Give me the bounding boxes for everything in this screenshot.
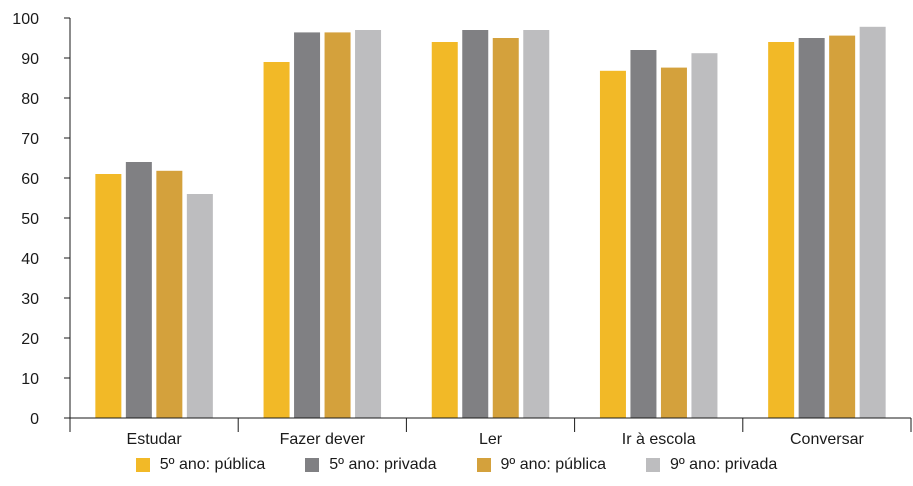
bar-ir-a-escola-5-ano-publica (599, 70, 626, 419)
bar-fazer-dever-5-ano-privada (294, 32, 321, 419)
y-tick-label-100: 100 (12, 11, 39, 28)
bar-fazer-dever-5-ano-publica (263, 62, 290, 418)
y-tick-label-20: 20 (21, 331, 39, 348)
legend-item-9-publica: 9º ano: pública (476, 456, 606, 474)
bar-ler-5-ano-privada (462, 30, 489, 418)
y-tick-label-80: 80 (21, 91, 39, 108)
legend-swatch-9-publica (476, 458, 491, 472)
y-tick-label-60: 60 (21, 171, 39, 188)
legend-label-5-publica: 5º ano: pública (159, 456, 266, 473)
bar-ler-9-ano-publica (492, 38, 519, 418)
bar-conversar-9-ano-privada (859, 26, 886, 419)
x-label-estudar: Estudar (127, 431, 183, 448)
y-tick-label-0: 0 (30, 411, 39, 428)
bar-ir-a-escola-9-ano-publica (660, 67, 687, 418)
bar-ler-5-ano-publica (431, 42, 458, 418)
x-label-conversar: Conversar (790, 431, 864, 448)
legend-label-9-privada: 9º ano: privada (669, 456, 778, 473)
legend: 5º ano: pública 5º ano: privada 9º ano: … (0, 456, 913, 474)
bar-chart: 0 10 20 30 40 50 60 70 80 90 100 Estudar Fazer deve… (12, 11, 912, 448)
x-label-ir-a-escola: Ir à escola (622, 431, 696, 448)
legend-item-5-privada: 5º ano: privada (305, 456, 437, 474)
y-tick-label-70: 70 (21, 131, 39, 148)
y-tick-label-30: 30 (21, 291, 39, 308)
bar-ir-a-escola-5-ano-privada (630, 50, 657, 418)
bar-conversar-9-ano-publica (829, 35, 856, 418)
bar-conversar-5-ano-publica (768, 42, 795, 418)
y-tick-label-40: 40 (21, 251, 39, 268)
bar-estudar-9-ano-publica (156, 170, 183, 418)
legend-item-5-publica: 5º ano: pública (135, 456, 266, 474)
legend-swatch-5-privada (305, 458, 320, 472)
x-label-fazer-dever: Fazer dever (280, 431, 366, 448)
bar-estudar-5-ano-privada (125, 162, 152, 418)
y-tick-label-90: 90 (21, 51, 39, 68)
y-tick-label-10: 10 (21, 371, 39, 388)
bar-fazer-dever-9-ano-publica (324, 32, 351, 419)
legend-label-9-publica: 9º ano: pública (500, 456, 606, 473)
bar-estudar-5-ano-publica (95, 174, 122, 418)
y-axis-ticks: 0 10 20 30 40 50 60 70 80 90 100 (12, 11, 70, 428)
legend-label-5-privada: 5º ano: privada (329, 456, 437, 473)
legend-item-9-privada: 9º ano: privada (645, 456, 778, 474)
x-label-ler: Ler (479, 431, 503, 448)
bar-conversar-5-ano-privada (798, 38, 825, 418)
bars (95, 26, 886, 419)
legend-swatch-5-publica (135, 458, 150, 472)
y-tick-label-50: 50 (21, 211, 39, 228)
bar-estudar-9-ano-privada (186, 194, 213, 418)
bar-ir-a-escola-9-ano-privada (691, 53, 718, 418)
legend-swatch-9-privada (645, 458, 660, 472)
bar-ler-9-ano-privada (523, 30, 550, 418)
x-axis-ticks: Estudar Fazer dever Ler Ir à escola Conversa… (69, 418, 912, 448)
bar-fazer-dever-9-ano-privada (355, 30, 382, 418)
